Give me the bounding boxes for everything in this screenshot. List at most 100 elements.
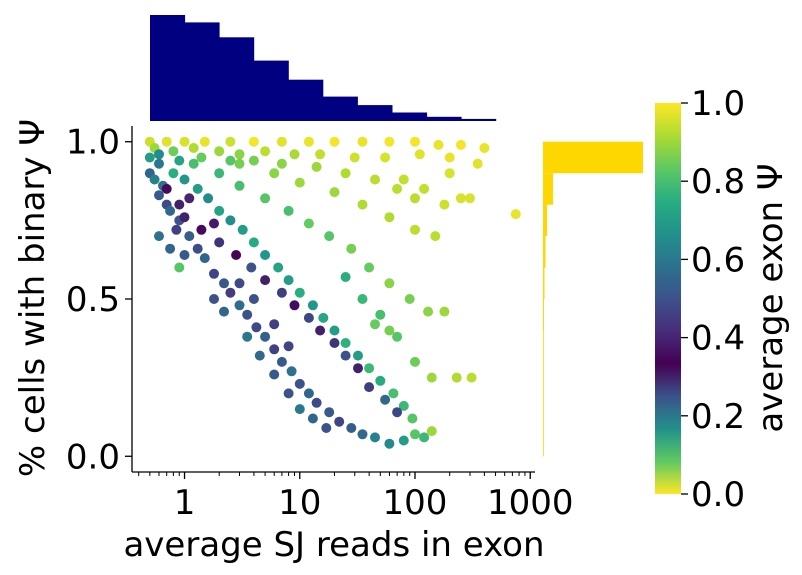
x-tick-label: 1 [174,483,196,523]
scatter-point [392,183,403,194]
scatter-point [154,149,164,160]
scatter-point [455,193,466,204]
scatter-point [334,416,345,427]
scatter-point [179,136,190,147]
scatter-point [237,224,248,235]
y-tick-label: 1.0 [66,123,120,163]
scatter-point [410,136,420,147]
y-tick-label: 0.0 [66,437,120,477]
scatter-point [340,350,351,361]
scatter-point [423,306,434,317]
scatter-point [184,231,195,242]
y-tick-label: 0.5 [66,280,120,320]
scatter-point [384,278,395,289]
scatter-point [225,136,236,147]
scatter-point [269,344,280,355]
scatter-point [307,413,318,424]
scatter-point [251,322,262,333]
scatter-point [286,366,297,377]
scatter-point [433,139,444,150]
scatter-point [154,231,164,242]
scatter-point [231,250,242,260]
x-tick-label: 1000 [487,483,574,523]
scatter-point [248,237,259,248]
scatter-point [380,152,391,163]
colorbar-tick-label: 0.4 [691,319,745,359]
scatter-point [419,432,430,443]
scatter-point [283,388,294,399]
right-histogram [543,141,643,457]
scatter-point [439,199,450,210]
scatter-point [340,338,351,348]
scatter-point [269,319,280,330]
colorbar-tick-label: 1.0 [691,84,745,124]
scatter-point [315,149,326,160]
scatter-point [410,193,420,204]
x-tick-label: 100 [383,483,448,523]
colorbar-tick-label: 0.6 [691,240,745,280]
scatter-point [329,187,340,198]
top-hist-bar [150,15,186,121]
scatter-points [144,136,521,449]
right-hist-bar [543,424,544,457]
colorbar-tick-label: 0.2 [691,397,745,437]
scatter-point [410,356,420,367]
scatter-point [414,149,425,160]
right-hist-bar [543,236,546,268]
scatter-point [225,287,236,298]
scatter-point [294,177,305,188]
scatter-point [289,300,300,311]
scatter-point [161,136,172,147]
scatter-point [161,183,172,194]
scatter-point [404,294,415,304]
scatter-point [179,174,190,185]
top-hist-bar [392,112,428,121]
scatter-point [234,149,245,160]
scatter-point [340,272,351,282]
scatter-point [357,294,368,304]
scatter-point [346,423,357,433]
scatter-point [242,331,253,342]
scatter-point [246,262,257,273]
scatter-point [303,218,314,229]
scatter-point [353,350,363,361]
colorbar-tick-label: 0.8 [691,162,745,202]
scatter-point [353,363,363,374]
scatter-point [276,356,287,367]
scatter-point [357,136,368,147]
scatter-point [370,432,380,443]
scatter-point [364,262,375,273]
scatter-point [472,158,483,169]
scatter-point [168,146,179,157]
scatter-point [242,309,253,320]
scatter-point [329,338,340,348]
scatter-point [276,287,287,298]
scatter-point [269,168,280,179]
scatter-point [214,146,225,157]
scatter-point [234,158,245,169]
scatter-point [144,152,155,163]
scatter-point [419,183,430,194]
scatter-point [410,224,420,235]
top-hist-bar [184,22,220,121]
scatter-point [444,168,455,179]
scatter-point [303,312,314,323]
top-hist-bar [219,37,255,121]
scatter-point [174,199,185,210]
scatter-point [276,158,287,169]
scatter-point [188,158,199,169]
scatter-point [398,174,409,185]
scatter-point [260,331,271,342]
scatter-point [209,268,219,279]
scatter-point [260,250,271,260]
scatter-point [171,224,182,235]
scatter-point [188,143,199,153]
x-ticks: 1 10 100 1000 [138,472,574,523]
scatter-point [303,388,314,399]
scatter-point [234,300,245,311]
scatter-point [384,212,395,223]
top-hist-bar [357,105,393,121]
scatter-point [165,205,176,216]
right-hist-bar [543,299,544,331]
scatter-point [370,174,380,185]
